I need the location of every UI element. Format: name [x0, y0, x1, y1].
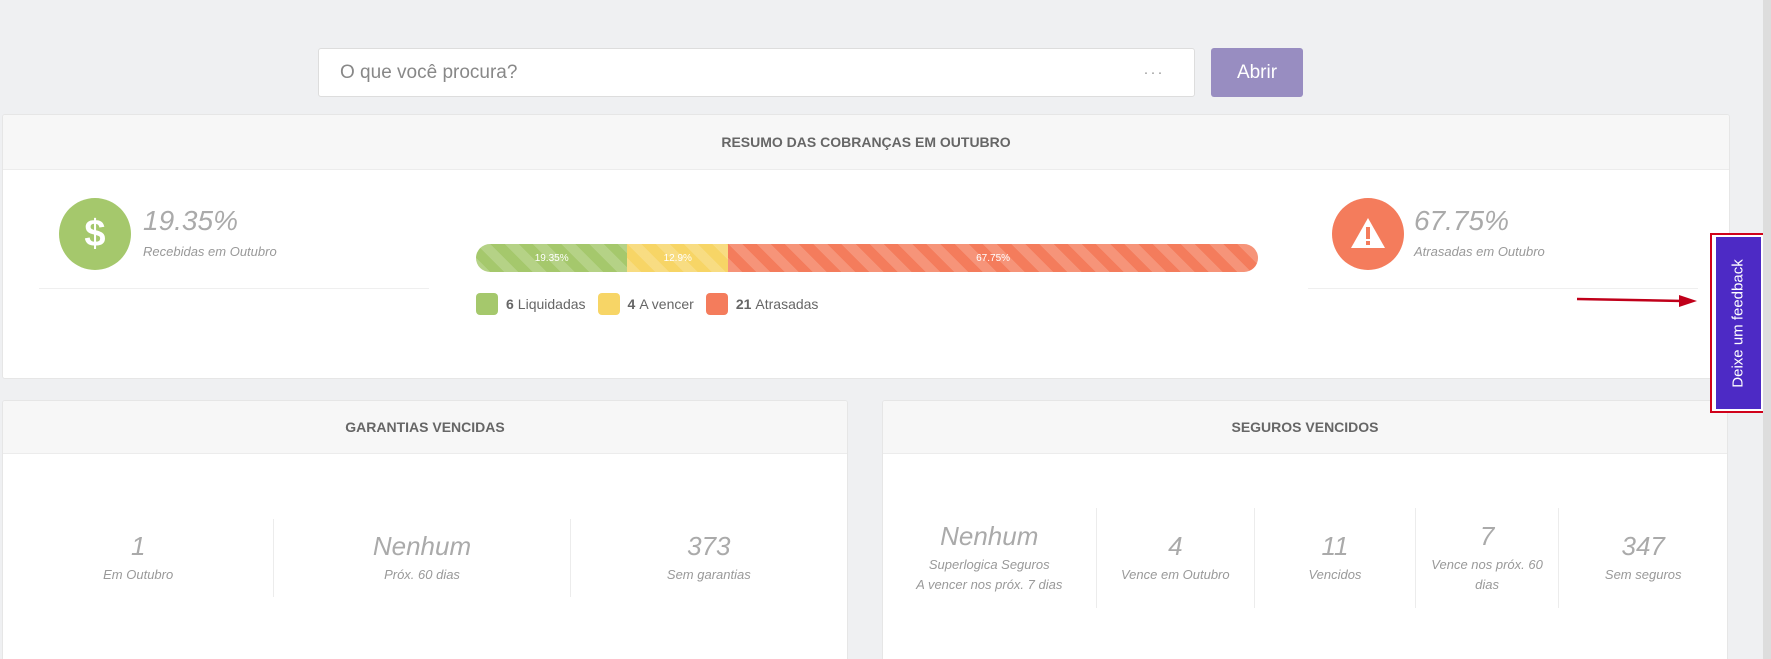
warning-icon [1332, 198, 1404, 270]
search-box: ··· [318, 48, 1195, 97]
stat-label: Vence nos próx. 60 [1431, 557, 1543, 572]
recebidas-percent: 19.35% [143, 205, 238, 236]
open-button[interactable]: Abrir [1211, 48, 1303, 97]
atrasadas-stat: 67.75% Atrasadas em Outubro [1308, 178, 1698, 289]
atrasadas-percent: 67.75% [1414, 205, 1509, 236]
scrollbar[interactable] [1763, 0, 1771, 659]
feedback-button[interactable]: Deixe um feedback [1716, 237, 1761, 409]
stat-label-2: A vencer nos próx. 7 dias [916, 577, 1063, 592]
bar-legend: 6 Liquidadas 4 A vencer 21 Atrasadas [476, 293, 830, 315]
legend-item-atrasadas: 21 Atrasadas [705, 293, 819, 315]
legend-swatch [476, 293, 498, 315]
legend-label: Liquidadas [517, 296, 586, 312]
stat-column: 347 Sem seguros [1559, 508, 1727, 608]
stat-value: 4 [1168, 531, 1183, 561]
seguros-vencidos-panel: SEGUROS VENCIDOS Nenhum Superlogica Segu… [882, 400, 1728, 659]
cobrancas-progress-bar: 19.35% 12.9% 67.75% [476, 244, 1258, 272]
stat-label: Próx. 60 dias [384, 567, 460, 582]
stat-label: Em Outubro [103, 567, 174, 582]
search-input[interactable] [319, 49, 1114, 96]
recebidas-label: Recebidas em Outubro [143, 244, 277, 259]
stat-label: Superlogica Seguros [928, 557, 1050, 572]
stat-label: Vence em Outubro [1120, 567, 1230, 582]
stat-label: Vencidos [1308, 567, 1362, 582]
legend-item-a-vencer: 4 A vencer [597, 293, 694, 315]
stat-value: Nenhum [372, 531, 472, 561]
resumo-cobrancas-panel: RESUMO DAS COBRANÇAS EM OUTUBRO $ 19.35%… [2, 114, 1730, 379]
stat-label-2: dias [1475, 577, 1499, 592]
stat-value: 347 [1621, 531, 1665, 561]
legend-swatch [705, 293, 728, 315]
stat-value: 1 [130, 531, 146, 561]
stat-value: 11 [1321, 531, 1349, 561]
legend-count: 6 [506, 296, 514, 312]
more-options-icon[interactable]: ··· [1143, 64, 1165, 81]
dollar-icon: $ [59, 198, 131, 270]
stat-column: Nenhum Superlogica Seguros A vencer nos … [883, 508, 1097, 608]
legend-label: Atrasadas [755, 296, 819, 312]
legend-item-liquidadas: 6 Liquidadas [476, 293, 586, 315]
legend-count: 4 [627, 296, 636, 312]
garantias-stats: 1 Em Outubro Nenhum Próx. 60 dias 373 Se… [3, 519, 847, 597]
stat-value: 373 [687, 531, 731, 561]
feedback-tab[interactable]: Deixe um feedback [1710, 233, 1765, 413]
stat-value: Nenhum [940, 521, 1039, 551]
bar-segment-liquidadas: 19.35% [476, 244, 628, 272]
garantias-vencidas-panel: GARANTIAS VENCIDAS 1 Em Outubro Nenhum P… [2, 400, 848, 659]
stat-value: 7 [1479, 521, 1495, 551]
seguros-stats: Nenhum Superlogica Seguros A vencer nos … [883, 508, 1727, 608]
stat-column: 1 Em Outubro [3, 519, 275, 597]
panel-title: GARANTIAS VENCIDAS [3, 401, 847, 454]
legend-label: A vencer [639, 296, 694, 312]
stat-label: Sem garantias [666, 567, 751, 582]
atrasadas-label: Atrasadas em Outubro [1414, 244, 1545, 259]
svg-text:$: $ [84, 214, 105, 254]
bar-segment-a-vencer: 12.9% [627, 244, 729, 272]
stat-column: 4 Vence em Outubro [1097, 508, 1256, 608]
stat-column: 373 Sem garantias [571, 519, 847, 597]
stat-column: 7 Vence nos próx. 60 dias [1416, 508, 1560, 608]
recebidas-stat: $ 19.35% Recebidas em Outubro [39, 178, 429, 289]
feedback-label: Deixe um feedback [1730, 258, 1747, 388]
stat-label: Sem seguros [1604, 567, 1682, 582]
stat-column: Nenhum Próx. 60 dias [274, 519, 571, 597]
legend-swatch [597, 293, 620, 315]
legend-count: 21 [735, 296, 752, 312]
panel-title: RESUMO DAS COBRANÇAS EM OUTUBRO [3, 115, 1729, 170]
panel-title: SEGUROS VENCIDOS [883, 401, 1727, 454]
bar-segment-atrasadas: 67.75% [728, 244, 1258, 272]
stat-column: 11 Vencidos [1255, 508, 1416, 608]
annotation-arrow-icon [1576, 295, 1697, 307]
